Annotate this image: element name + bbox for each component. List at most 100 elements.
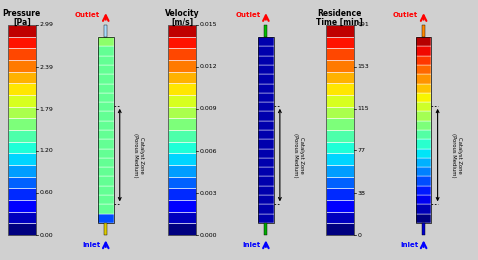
Bar bbox=[8, 223, 36, 235]
Bar bbox=[168, 188, 196, 200]
Text: 0.009: 0.009 bbox=[200, 107, 217, 112]
Bar bbox=[98, 213, 114, 223]
Bar bbox=[168, 142, 196, 153]
Bar bbox=[416, 93, 431, 102]
Bar bbox=[8, 130, 36, 142]
Bar bbox=[264, 25, 267, 37]
Text: Velocity: Velocity bbox=[165, 9, 199, 18]
Bar bbox=[416, 37, 431, 223]
Bar bbox=[416, 139, 431, 148]
Bar bbox=[258, 167, 273, 177]
Bar bbox=[104, 25, 107, 37]
Text: [m/s]: [m/s] bbox=[171, 18, 193, 27]
Bar bbox=[8, 177, 36, 188]
Text: 191: 191 bbox=[358, 22, 369, 27]
Bar bbox=[326, 37, 354, 48]
Bar bbox=[8, 153, 36, 165]
Bar bbox=[326, 165, 354, 177]
Bar bbox=[416, 148, 431, 158]
Bar bbox=[168, 212, 196, 223]
Bar bbox=[416, 65, 431, 74]
Bar bbox=[416, 130, 431, 139]
Bar bbox=[168, 177, 196, 188]
Text: Inlet: Inlet bbox=[242, 242, 261, 248]
Text: Catalyst Zone
(Porous Medium): Catalyst Zone (Porous Medium) bbox=[133, 133, 144, 177]
Bar bbox=[416, 213, 431, 223]
Bar bbox=[258, 56, 273, 65]
Bar bbox=[416, 112, 431, 121]
Bar bbox=[98, 167, 114, 177]
Text: 77: 77 bbox=[358, 148, 366, 153]
Bar bbox=[8, 165, 36, 177]
Bar bbox=[416, 195, 431, 204]
Text: Time [min]: Time [min] bbox=[316, 18, 363, 27]
Bar bbox=[168, 130, 196, 142]
Bar bbox=[326, 223, 354, 235]
Bar bbox=[168, 95, 196, 107]
Bar bbox=[98, 177, 114, 186]
Bar bbox=[168, 48, 196, 60]
Bar bbox=[98, 204, 114, 213]
Bar bbox=[416, 177, 431, 186]
Bar bbox=[416, 158, 431, 167]
Text: 0.000: 0.000 bbox=[200, 233, 217, 238]
Bar bbox=[326, 212, 354, 223]
Bar bbox=[258, 195, 273, 204]
Bar bbox=[8, 25, 36, 235]
Bar bbox=[168, 60, 196, 72]
Bar bbox=[98, 56, 114, 65]
Bar bbox=[8, 83, 36, 95]
Bar bbox=[258, 139, 273, 148]
Bar bbox=[8, 212, 36, 223]
Text: Catalyst Zone
(Porous Medium): Catalyst Zone (Porous Medium) bbox=[451, 133, 462, 177]
Bar bbox=[98, 139, 114, 148]
Bar bbox=[168, 200, 196, 212]
Bar bbox=[258, 213, 273, 223]
Bar bbox=[8, 95, 36, 107]
Bar bbox=[168, 25, 196, 37]
Text: 0.003: 0.003 bbox=[200, 191, 217, 196]
Bar bbox=[326, 60, 354, 72]
Bar bbox=[168, 223, 196, 235]
Bar bbox=[98, 47, 114, 56]
Text: 2.99: 2.99 bbox=[40, 22, 54, 27]
Bar bbox=[416, 167, 431, 177]
Text: [Pa]: [Pa] bbox=[13, 18, 31, 27]
Bar bbox=[326, 25, 354, 37]
Text: 0.00: 0.00 bbox=[40, 233, 54, 238]
Text: Outlet: Outlet bbox=[235, 12, 261, 18]
Bar bbox=[168, 25, 196, 235]
Bar bbox=[258, 93, 273, 102]
Bar bbox=[264, 223, 267, 235]
Text: Pressure: Pressure bbox=[3, 9, 41, 18]
Bar bbox=[98, 195, 114, 204]
Bar bbox=[326, 142, 354, 153]
Bar bbox=[422, 223, 425, 235]
Text: Outlet: Outlet bbox=[393, 12, 418, 18]
Bar bbox=[326, 107, 354, 118]
Text: 115: 115 bbox=[358, 106, 369, 111]
Text: 0.60: 0.60 bbox=[40, 190, 54, 196]
Bar bbox=[258, 177, 273, 186]
Bar bbox=[98, 130, 114, 139]
Text: Outlet: Outlet bbox=[75, 12, 100, 18]
Bar bbox=[416, 37, 431, 47]
Bar bbox=[258, 112, 273, 121]
Bar bbox=[416, 102, 431, 112]
Bar bbox=[326, 177, 354, 188]
Bar bbox=[416, 186, 431, 195]
Bar bbox=[8, 200, 36, 212]
Bar bbox=[258, 65, 273, 74]
Bar bbox=[168, 72, 196, 83]
Text: Catalyst Zone
(Porous Medium): Catalyst Zone (Porous Medium) bbox=[293, 133, 304, 177]
Bar bbox=[258, 158, 273, 167]
Text: 38: 38 bbox=[358, 191, 366, 196]
Bar bbox=[258, 37, 273, 47]
Text: 0.015: 0.015 bbox=[200, 22, 217, 27]
Bar bbox=[416, 204, 431, 213]
Bar bbox=[8, 37, 36, 48]
Bar bbox=[416, 56, 431, 65]
Bar bbox=[416, 83, 431, 93]
Bar bbox=[168, 107, 196, 118]
Bar bbox=[98, 37, 114, 47]
